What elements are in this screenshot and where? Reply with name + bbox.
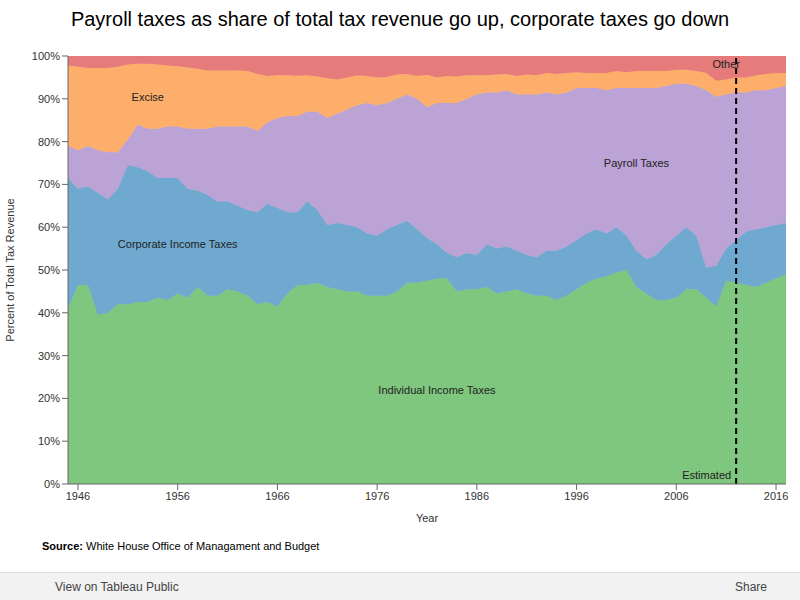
svg-text:100%: 100% <box>32 50 60 62</box>
svg-text:20%: 20% <box>38 392 60 404</box>
svg-text:Other: Other <box>712 58 740 70</box>
svg-text:2016: 2016 <box>764 490 788 502</box>
svg-text:10%: 10% <box>38 435 60 447</box>
svg-text:Payroll Taxes: Payroll Taxes <box>604 157 670 169</box>
svg-text:1986: 1986 <box>465 490 489 502</box>
svg-text:Corporate Income Taxes: Corporate Income Taxes <box>118 238 238 250</box>
svg-text:1976: 1976 <box>365 490 389 502</box>
svg-text:Percent of Total Tax Revenue: Percent of Total Tax Revenue <box>8 198 16 341</box>
svg-text:1996: 1996 <box>564 490 588 502</box>
svg-text:30%: 30% <box>38 350 60 362</box>
svg-text:Year: Year <box>416 512 439 524</box>
svg-text:Estimated: Estimated <box>682 469 731 481</box>
svg-text:40%: 40% <box>38 307 60 319</box>
html-text:View on Tableau Public: View on Tableau Public <box>55 580 179 594</box>
svg-text:50%: 50% <box>38 264 60 276</box>
html-text:Source: White House Office of: Source: White House Office of Managament… <box>42 540 320 552</box>
svg-text:2006: 2006 <box>664 490 688 502</box>
svg-text:1946: 1946 <box>66 490 90 502</box>
svg-text:90%: 90% <box>38 93 60 105</box>
svg-text:1966: 1966 <box>265 490 289 502</box>
svg-text:70%: 70% <box>38 178 60 190</box>
html-text:Payroll taxes as share of tota: Payroll taxes as share of total tax reve… <box>70 8 730 30</box>
html-text:Share: Share <box>735 580 767 594</box>
svg-text:0%: 0% <box>44 478 60 490</box>
svg-text:80%: 80% <box>38 136 60 148</box>
svg-text:1956: 1956 <box>165 490 189 502</box>
svg-text:Excise: Excise <box>132 91 164 103</box>
svg-text:60%: 60% <box>38 221 60 233</box>
svg-text:Individual Income Taxes: Individual Income Taxes <box>378 384 496 396</box>
